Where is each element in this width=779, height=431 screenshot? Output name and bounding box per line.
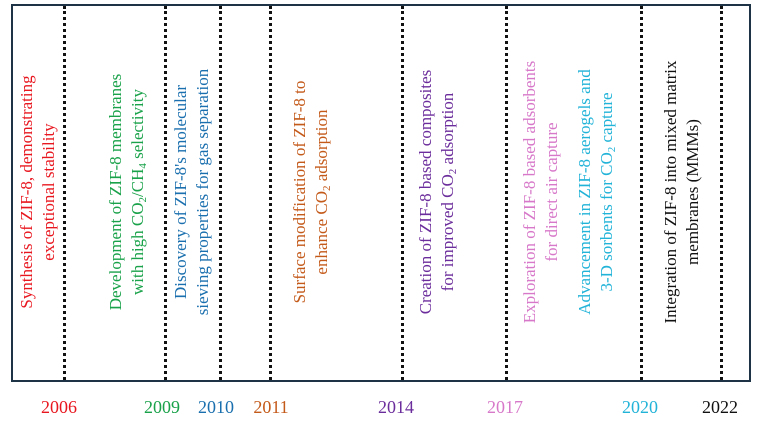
timeline-divider: [269, 6, 272, 380]
year-label-2017: 2017: [487, 397, 523, 417]
entry-text: Advancement in ZIF-8 aerogels and 3-D sor…: [575, 69, 618, 315]
year-label-2020: 2020: [622, 397, 658, 417]
timeline-divider: [505, 6, 508, 380]
year-label-2006: 2006: [41, 397, 77, 417]
year-label-2011: 2011: [253, 397, 289, 417]
timeline-divider: [164, 6, 167, 380]
timeline-divider: [401, 6, 404, 380]
entry-text: Creation of ZIF-8 based composites for im…: [416, 69, 459, 315]
entry-text: Synthesis of ZIF-8, demonstrating excepti…: [17, 75, 58, 309]
timeline-entry-2009: Development of ZIF-8 membranes with high …: [95, 7, 159, 377]
year-label-2014: 2014: [378, 397, 414, 417]
timeline-entry-2020: Advancement in ZIF-8 aerogels and 3-D sor…: [564, 7, 628, 377]
entry-text: Integration of ZIF-8 into mixed matrix me…: [661, 60, 702, 324]
timeline-entry-2010: Discovery of ZIF-8's molecular sieving pr…: [160, 7, 224, 377]
year-label-2010: 2010: [198, 397, 234, 417]
entry-text: Development of ZIF-8 membranes with high …: [106, 73, 149, 311]
timeline-entry-2014: Creation of ZIF-8 based composites for im…: [405, 7, 469, 377]
timeline-entry-2006: Synthesis of ZIF-8, demonstrating excepti…: [6, 2, 70, 382]
timeline-divider: [640, 6, 643, 380]
timeline-entry-2011: Surface modification of ZIF-8 to enhance …: [279, 7, 343, 377]
year-label-2022: 2022: [702, 397, 738, 417]
timeline-divider: [219, 6, 222, 380]
timeline-divider: [720, 6, 723, 380]
entry-text: Discovery of ZIF-8's molecular sieving pr…: [171, 68, 212, 316]
timeline-frame: [11, 4, 751, 382]
year-label-2009: 2009: [144, 397, 180, 417]
timeline-entry-2022: Integration of ZIF-8 into mixed matrix me…: [650, 7, 714, 377]
entry-text: Exploration of ZIF-8 based adsorbents for…: [520, 60, 561, 324]
timeline-divider: [63, 6, 66, 380]
entry-text: Surface modification of ZIF-8 to enhance …: [290, 80, 333, 304]
